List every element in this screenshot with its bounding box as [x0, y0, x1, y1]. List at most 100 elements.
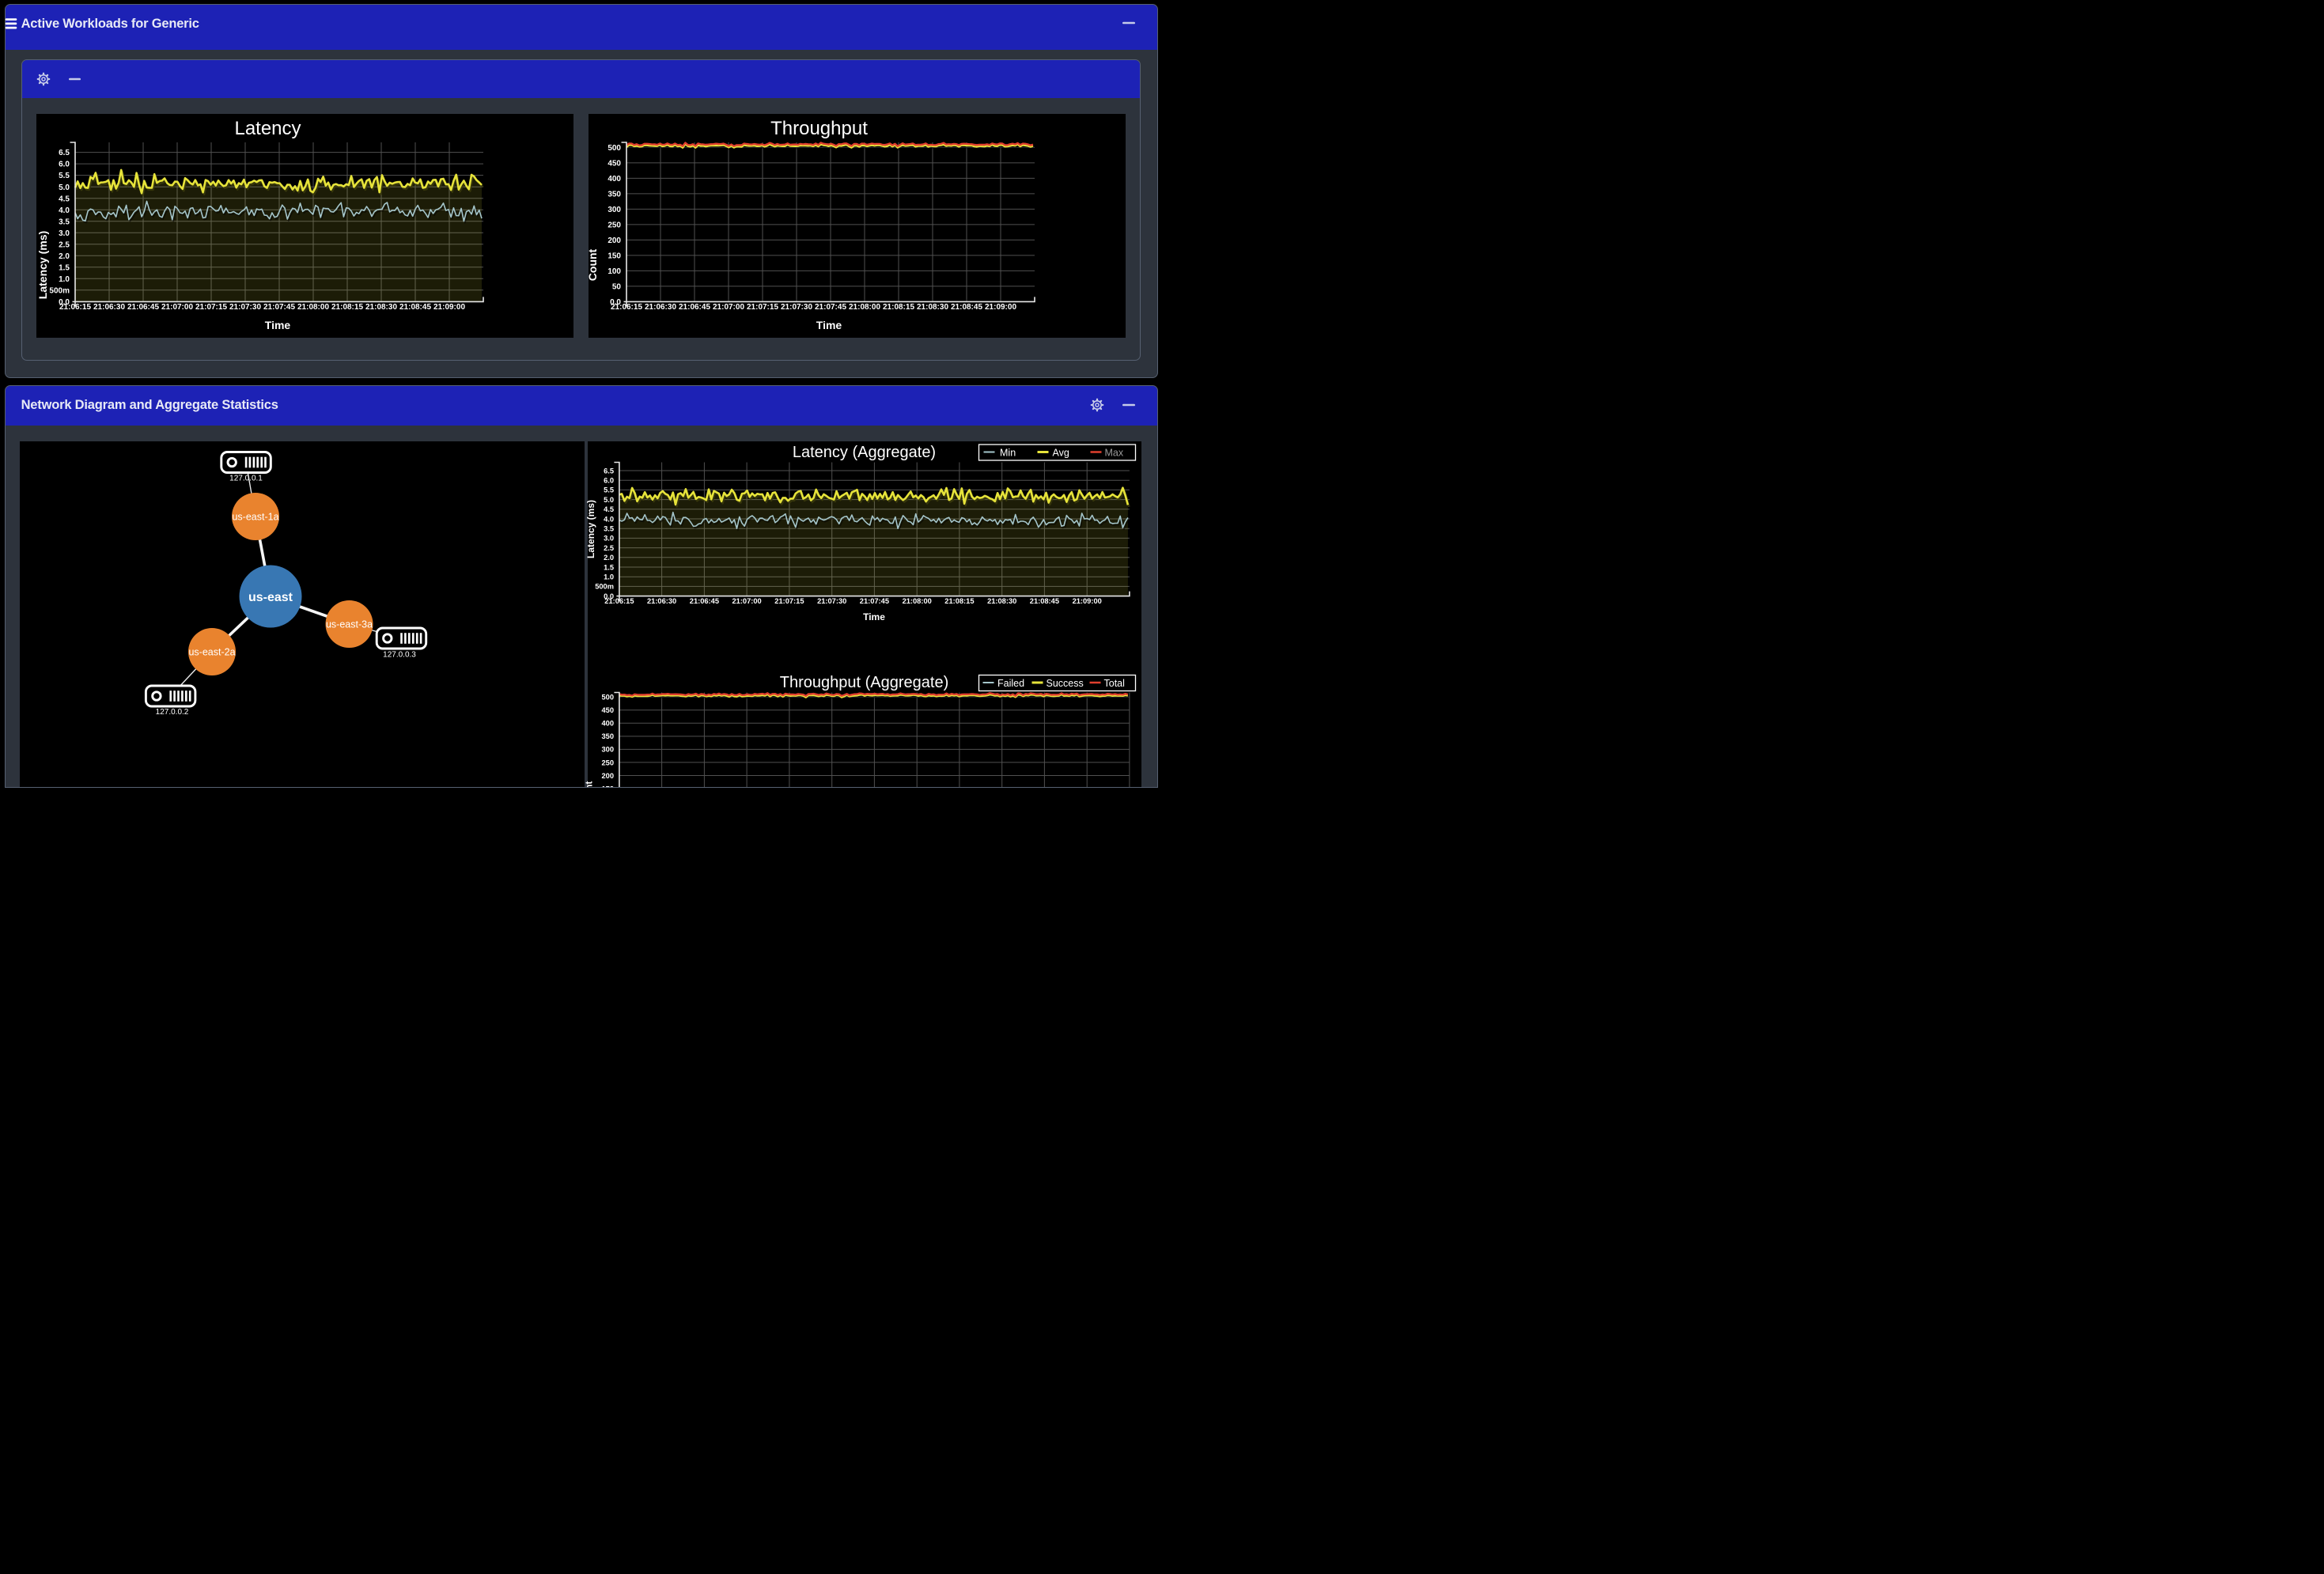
- svg-text:Time: Time: [863, 611, 885, 622]
- svg-text:Throughput (Aggregate): Throughput (Aggregate): [780, 674, 948, 691]
- svg-text:us-east: us-east: [248, 591, 293, 604]
- svg-text:21:07:15: 21:07:15: [195, 303, 227, 312]
- svg-text:Latency (ms): Latency (ms): [585, 500, 596, 558]
- svg-text:21:08:45: 21:08:45: [399, 303, 431, 312]
- svg-text:5.5: 5.5: [59, 172, 70, 180]
- svg-text:21:06:15: 21:06:15: [59, 303, 91, 312]
- svg-text:250: 250: [607, 221, 621, 230]
- svg-text:Failed: Failed: [997, 678, 1024, 689]
- svg-text:5.5: 5.5: [604, 486, 614, 494]
- svg-text:21:07:30: 21:07:30: [229, 303, 261, 312]
- svg-text:21:08:00: 21:08:00: [849, 303, 880, 312]
- svg-text:0.0: 0.0: [604, 592, 614, 600]
- svg-text:21:08:15: 21:08:15: [883, 303, 914, 312]
- svg-text:Latency: Latency: [234, 118, 301, 139]
- svg-text:4.0: 4.0: [59, 206, 70, 215]
- svg-text:Max: Max: [1105, 448, 1124, 459]
- svg-text:Latency (Aggregate): Latency (Aggregate): [793, 444, 936, 461]
- svg-text:150: 150: [601, 785, 614, 787]
- svg-text:21:06:15: 21:06:15: [611, 303, 642, 312]
- svg-text:6.5: 6.5: [59, 149, 70, 157]
- svg-text:Total: Total: [1104, 678, 1125, 689]
- svg-text:6.0: 6.0: [604, 477, 614, 485]
- svg-text:21:09:00: 21:09:00: [433, 303, 465, 312]
- svg-text:21:06:30: 21:06:30: [93, 303, 125, 312]
- svg-text:21:08:00: 21:08:00: [297, 303, 329, 312]
- svg-text:5.0: 5.0: [59, 184, 70, 192]
- svg-text:500m: 500m: [595, 583, 614, 591]
- svg-text:21:09:00: 21:09:00: [985, 303, 1016, 312]
- svg-text:400: 400: [601, 720, 614, 728]
- svg-text:21:07:30: 21:07:30: [781, 303, 812, 312]
- svg-text:21:08:15: 21:08:15: [944, 597, 974, 605]
- svg-text:21:07:00: 21:07:00: [732, 597, 761, 605]
- svg-text:21:08:15: 21:08:15: [331, 303, 363, 312]
- svg-text:5.0: 5.0: [604, 496, 614, 504]
- svg-text:21:07:15: 21:07:15: [747, 303, 778, 312]
- svg-text:127.0.0.1: 127.0.0.1: [229, 475, 263, 483]
- svg-text:Count: Count: [584, 781, 595, 787]
- svg-text:50: 50: [612, 283, 622, 292]
- svg-text:21:06:30: 21:06:30: [645, 303, 676, 312]
- svg-text:500: 500: [607, 144, 621, 153]
- svg-text:6.0: 6.0: [59, 161, 70, 169]
- svg-text:us-east-1a: us-east-1a: [232, 512, 278, 523]
- svg-text:us-east-2a: us-east-2a: [188, 647, 235, 658]
- svg-text:4.0: 4.0: [604, 515, 614, 523]
- svg-text:21:07:00: 21:07:00: [161, 303, 193, 312]
- svg-text:200: 200: [601, 772, 614, 780]
- svg-text:2.5: 2.5: [604, 544, 614, 552]
- svg-text:3.5: 3.5: [59, 218, 70, 226]
- svg-text:300: 300: [607, 206, 621, 214]
- svg-text:4.5: 4.5: [59, 195, 70, 203]
- svg-text:450: 450: [607, 160, 621, 168]
- svg-text:21:06:15: 21:06:15: [604, 597, 634, 605]
- svg-text:Throughput: Throughput: [770, 118, 868, 139]
- svg-text:400: 400: [607, 175, 621, 184]
- svg-text:us-east-3a: us-east-3a: [326, 619, 373, 630]
- svg-text:100: 100: [607, 267, 621, 276]
- svg-text:3.5: 3.5: [604, 525, 614, 533]
- svg-text:2.5: 2.5: [59, 240, 70, 249]
- svg-text:21:06:45: 21:06:45: [690, 597, 719, 605]
- svg-text:Avg: Avg: [1053, 448, 1069, 459]
- svg-text:21:07:45: 21:07:45: [860, 597, 889, 605]
- svg-text:21:08:30: 21:08:30: [917, 303, 948, 312]
- svg-text:127.0.0.2: 127.0.0.2: [156, 708, 189, 717]
- svg-text:21:06:30: 21:06:30: [647, 597, 676, 605]
- svg-text:Latency (ms): Latency (ms): [36, 231, 49, 299]
- svg-text:300: 300: [601, 746, 614, 754]
- svg-text:0.0: 0.0: [59, 298, 70, 307]
- svg-text:21:06:45: 21:06:45: [127, 303, 159, 312]
- svg-text:Count: Count: [586, 248, 599, 281]
- svg-text:21:09:00: 21:09:00: [1073, 597, 1102, 605]
- svg-text:21:08:00: 21:08:00: [903, 597, 932, 605]
- svg-text:500: 500: [601, 694, 614, 702]
- svg-text:21:07:00: 21:07:00: [713, 303, 744, 312]
- svg-text:450: 450: [601, 706, 614, 714]
- svg-text:21:08:45: 21:08:45: [1030, 597, 1059, 605]
- svg-text:Success: Success: [1047, 678, 1084, 689]
- svg-text:21:07:45: 21:07:45: [815, 303, 846, 312]
- svg-text:1.0: 1.0: [59, 275, 70, 284]
- svg-text:350: 350: [607, 191, 621, 199]
- svg-text:250: 250: [601, 759, 614, 766]
- svg-text:21:08:30: 21:08:30: [987, 597, 1016, 605]
- svg-text:21:07:15: 21:07:15: [774, 597, 804, 605]
- svg-text:21:06:45: 21:06:45: [679, 303, 710, 312]
- svg-text:500m: 500m: [49, 286, 70, 295]
- svg-text:200: 200: [607, 236, 621, 245]
- svg-text:Min: Min: [1000, 448, 1016, 459]
- svg-text:4.5: 4.5: [604, 505, 614, 513]
- svg-text:2.0: 2.0: [604, 554, 614, 562]
- svg-text:Time: Time: [816, 319, 842, 331]
- svg-text:3.0: 3.0: [604, 535, 614, 543]
- svg-text:3.0: 3.0: [59, 229, 70, 238]
- svg-text:127.0.0.3: 127.0.0.3: [383, 651, 416, 660]
- svg-text:21:07:45: 21:07:45: [263, 303, 295, 312]
- svg-text:150: 150: [607, 252, 621, 261]
- svg-text:21:08:30: 21:08:30: [365, 303, 397, 312]
- svg-text:21:07:30: 21:07:30: [817, 597, 846, 605]
- svg-text:1.5: 1.5: [604, 563, 614, 571]
- svg-text:1.5: 1.5: [59, 263, 70, 272]
